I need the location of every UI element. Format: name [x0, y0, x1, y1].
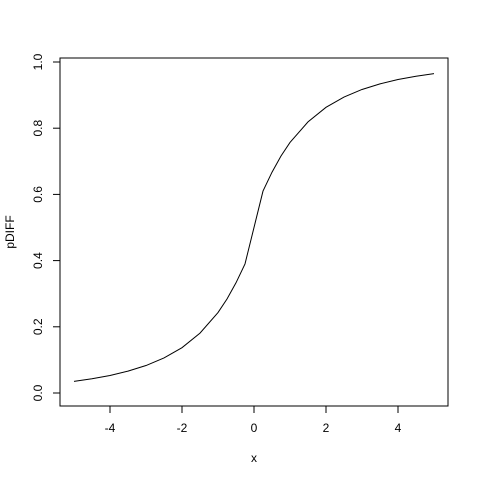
x-tick-label: 0 [251, 421, 258, 435]
y-tick-label: 0.8 [31, 120, 45, 137]
series-line [73, 73, 435, 382]
x-axis-label: x [251, 451, 257, 465]
y-tick-label: 0.0 [31, 384, 45, 401]
x-tick-label: 4 [395, 421, 402, 435]
y-tick-label: 1.0 [31, 53, 45, 70]
y-axis-label: pDIFF [3, 215, 17, 248]
x-tick-label: -4 [105, 421, 116, 435]
x-axis: -4 -2 0 2 4 [105, 406, 402, 435]
y-tick-label: 0.4 [31, 252, 45, 269]
x-tick-label: -2 [177, 421, 188, 435]
x-tick-label: 2 [323, 421, 330, 435]
y-tick-label: 0.6 [31, 186, 45, 203]
plot-frame [59, 57, 449, 407]
y-tick-label: 0.2 [31, 318, 45, 335]
y-axis: 0.0 0.2 0.4 0.6 0.8 1.0 [31, 53, 60, 401]
